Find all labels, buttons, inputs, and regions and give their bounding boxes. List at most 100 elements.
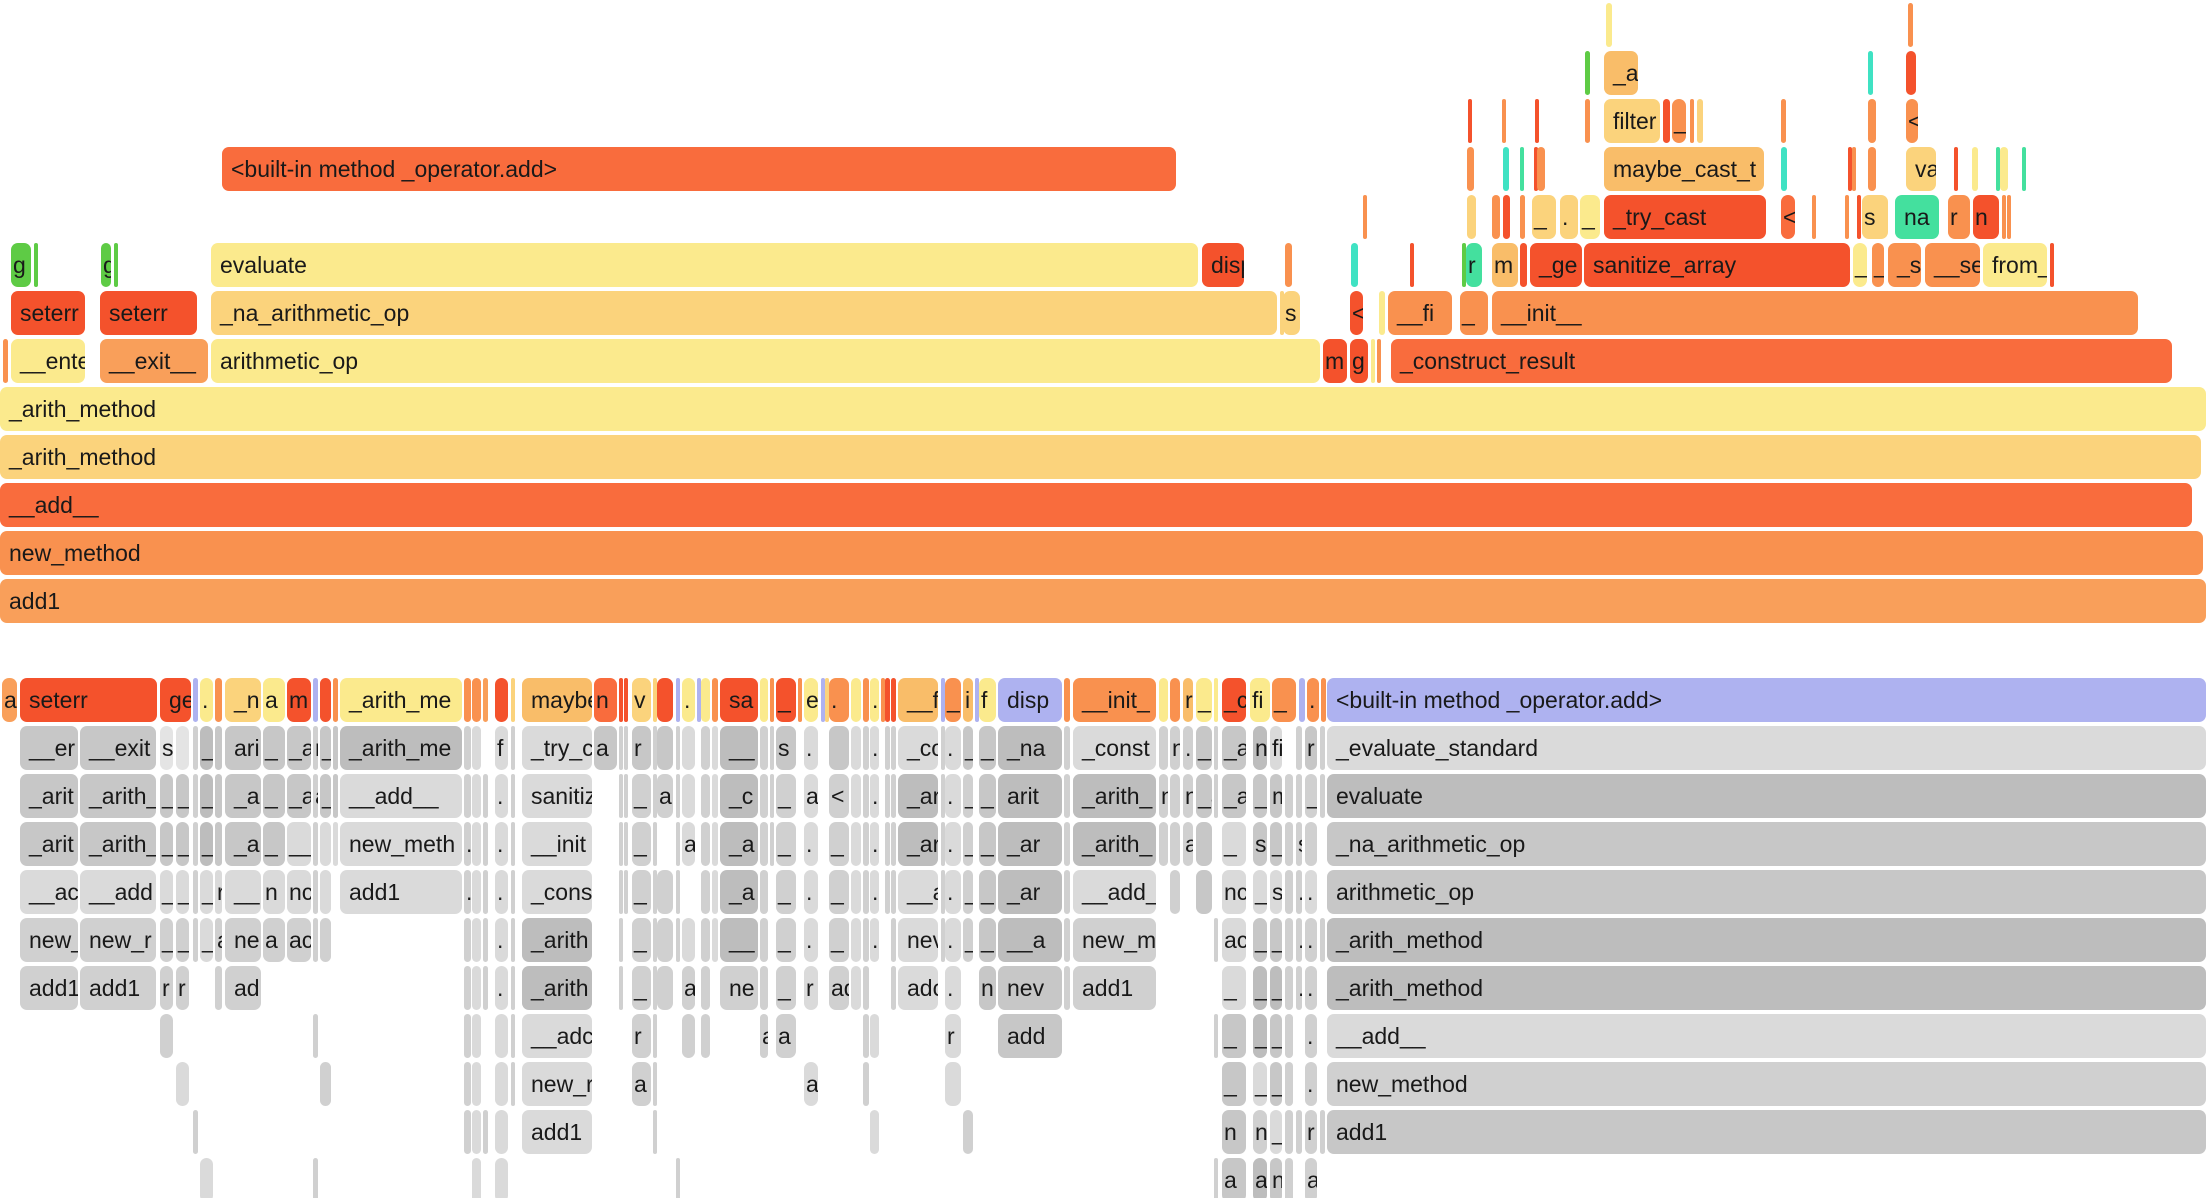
frame-construct-result[interactable]: _construct_result bbox=[1391, 339, 2172, 383]
frame-sliver[interactable] bbox=[1285, 966, 1293, 1010]
frame-a[interactable]: a bbox=[594, 726, 617, 770]
frame-new-m[interactable]: new_m bbox=[1073, 918, 1156, 962]
frame-sliver[interactable]: _ bbox=[776, 870, 796, 914]
frame-sliver[interactable] bbox=[975, 678, 979, 722]
frame-sliver[interactable] bbox=[464, 966, 471, 1010]
frame-sliver[interactable] bbox=[885, 774, 890, 818]
frame-sliver[interactable] bbox=[511, 966, 515, 1010]
frame-sliver[interactable]: . bbox=[804, 918, 818, 962]
frame-sliver[interactable] bbox=[193, 870, 198, 914]
frame-sliver[interactable] bbox=[941, 678, 945, 722]
frame-sliver[interactable]: _ bbox=[945, 678, 961, 722]
frame-sliver[interactable] bbox=[863, 1062, 869, 1106]
frame-sliver[interactable]: _ bbox=[829, 822, 849, 866]
frame-sliver[interactable] bbox=[1320, 774, 1325, 818]
frame-sliver[interactable] bbox=[1906, 51, 1916, 95]
frame-sliver[interactable] bbox=[1996, 147, 2000, 191]
frame-sliver[interactable] bbox=[682, 774, 695, 818]
frame-enter[interactable]: __enter__ bbox=[11, 339, 85, 383]
frame-add[interactable]: add bbox=[998, 1014, 1062, 1058]
frame-sliver[interactable]: . bbox=[870, 726, 879, 770]
frame-a[interactable]: _a bbox=[225, 822, 261, 866]
frame-sliver[interactable]: _ bbox=[829, 870, 849, 914]
frame-sliver[interactable] bbox=[320, 918, 331, 962]
frame-sliver[interactable] bbox=[1520, 195, 1525, 239]
frame-arit[interactable]: arit bbox=[998, 774, 1062, 818]
frame-sliver[interactable]: _ bbox=[1253, 774, 1267, 818]
frame-sliver[interactable] bbox=[1351, 243, 1358, 287]
frame-a[interactable]: a bbox=[1253, 1158, 1267, 1198]
frame-sliver[interactable]: _ bbox=[1270, 1110, 1282, 1154]
frame-seterr[interactable]: seterr bbox=[20, 678, 157, 722]
frame-sliver[interactable] bbox=[1196, 822, 1212, 866]
frame-sliver[interactable]: . bbox=[804, 870, 818, 914]
frame-adc[interactable]: adc bbox=[898, 966, 938, 1010]
frame-sliver[interactable]: _ bbox=[1253, 918, 1267, 962]
frame-arith[interactable]: _arith_ bbox=[80, 822, 156, 866]
frame-add[interactable]: __add__ bbox=[340, 774, 462, 818]
frame-sliver[interactable] bbox=[1585, 51, 1590, 95]
frame-sliver[interactable] bbox=[472, 1110, 481, 1154]
frame-sliver[interactable]: . bbox=[945, 870, 961, 914]
frame-evaluate[interactable]: evaluate bbox=[1327, 774, 2206, 818]
frame-try-cast[interactable]: _try_cast bbox=[1604, 195, 1766, 239]
frame-a[interactable]: a bbox=[1305, 1158, 1317, 1198]
frame-a[interactable]: __a bbox=[898, 870, 938, 914]
frame-g[interactable]: g bbox=[101, 243, 111, 287]
frame-sliver[interactable]: _ bbox=[263, 726, 285, 770]
frame-sliver[interactable] bbox=[320, 1062, 331, 1106]
frame-sliver[interactable] bbox=[1170, 870, 1180, 914]
frame-r[interactable]: r bbox=[215, 870, 222, 914]
frame-sliver[interactable]: _ bbox=[632, 870, 651, 914]
frame-sliver[interactable] bbox=[770, 726, 774, 770]
frame-sliver[interactable] bbox=[676, 870, 680, 914]
frame-arit[interactable]: _arit bbox=[20, 774, 78, 818]
frame-sliver[interactable] bbox=[1320, 726, 1325, 770]
frame-sliver[interactable] bbox=[653, 1062, 657, 1106]
frame-sanitize-array[interactable]: sanitize_array bbox=[1584, 243, 1850, 287]
frame-sliver[interactable]: _ bbox=[1222, 822, 1246, 866]
frame-sliver[interactable]: _ bbox=[1532, 195, 1556, 239]
frame-sliver[interactable] bbox=[770, 774, 774, 818]
frame-a[interactable]: a bbox=[657, 774, 673, 818]
frame-new-r[interactable]: new_r bbox=[522, 1062, 592, 1106]
frame-sliver[interactable] bbox=[891, 678, 896, 722]
frame-sliver[interactable]: _ bbox=[1270, 822, 1282, 866]
frame-sliver[interactable]: _ bbox=[320, 726, 331, 770]
frame-sliver[interactable]: _ bbox=[160, 774, 173, 818]
frame-sliver[interactable] bbox=[193, 774, 198, 818]
frame-sliver[interactable] bbox=[464, 774, 471, 818]
frame-sliver[interactable]: _ bbox=[1196, 678, 1212, 722]
frame-c[interactable]: _c bbox=[720, 774, 758, 818]
frame-sliver[interactable] bbox=[676, 822, 680, 866]
frame-arit[interactable]: _arit bbox=[20, 822, 78, 866]
frame-sliver[interactable] bbox=[483, 822, 488, 866]
frame-sliver[interactable] bbox=[1296, 726, 1302, 770]
frame-sliver[interactable] bbox=[483, 918, 488, 962]
frame-sliver[interactable] bbox=[941, 918, 945, 962]
frame-sliver[interactable]: _ bbox=[1305, 774, 1317, 818]
frame-sliver[interactable] bbox=[1170, 774, 1180, 818]
frame-sliver[interactable]: _ bbox=[963, 726, 973, 770]
frame-add[interactable]: __add__ bbox=[0, 483, 2192, 527]
frame-sliver[interactable] bbox=[760, 822, 768, 866]
frame-sliver[interactable]: . bbox=[1307, 678, 1319, 722]
frame-sliver[interactable] bbox=[1320, 918, 1325, 962]
frame-sliver[interactable] bbox=[851, 822, 861, 866]
frame-a[interactable]: _a bbox=[1604, 51, 1638, 95]
frame-sliver[interactable]: . bbox=[1560, 195, 1578, 239]
frame-sliver[interactable]: _ bbox=[200, 774, 213, 818]
frame-sliver[interactable] bbox=[1214, 774, 1218, 818]
frame-arithmetic-op[interactable]: arithmetic_op bbox=[211, 339, 1320, 383]
frame-sliver[interactable]: _ bbox=[776, 822, 796, 866]
frame-sliver[interactable] bbox=[712, 774, 718, 818]
frame-sliver[interactable] bbox=[712, 678, 718, 722]
frame-sliver[interactable] bbox=[1534, 147, 1538, 191]
frame-sliver[interactable] bbox=[863, 918, 869, 962]
frame-sliver[interactable] bbox=[2002, 195, 2006, 239]
frame-sliver[interactable] bbox=[1214, 678, 1218, 722]
frame-sliver[interactable] bbox=[1064, 726, 1070, 770]
frame-sliver[interactable] bbox=[313, 678, 318, 722]
frame-sliver[interactable] bbox=[333, 774, 338, 818]
frame-sliver[interactable] bbox=[193, 678, 198, 722]
